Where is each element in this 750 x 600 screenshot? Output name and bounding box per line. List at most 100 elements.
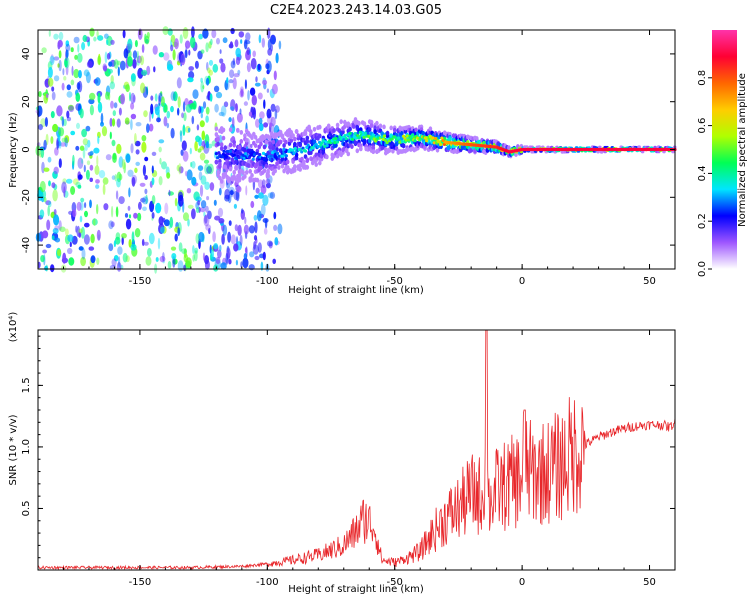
spectrogram-cell xyxy=(248,111,252,117)
spectrogram-cell xyxy=(223,101,229,108)
spectrogram-cell xyxy=(178,194,184,207)
spectrogram-cell xyxy=(130,102,135,110)
spectrogram-cell xyxy=(76,122,80,129)
spectrogram-cell xyxy=(271,145,276,151)
spectrogram-cell xyxy=(156,117,161,123)
spectrogram-ridge-cell xyxy=(227,156,231,160)
spectrogram-cell xyxy=(298,167,303,172)
spectrogram-cell xyxy=(230,27,235,35)
spectrogram-cell xyxy=(271,139,276,145)
spectrogram-cell xyxy=(127,38,133,51)
spectrogram-cell xyxy=(228,79,234,84)
spectrogram-ridge-cell xyxy=(400,140,404,144)
spectrogram-ridge-cell xyxy=(255,151,259,155)
spectrogram-cell xyxy=(50,136,54,145)
spectrogram-cell xyxy=(97,35,104,41)
spectrogram-cell xyxy=(159,255,166,263)
spectrogram-cell xyxy=(63,118,67,127)
spectrogram-cell xyxy=(250,58,257,70)
spectrogram-cell xyxy=(178,163,182,175)
spectrogram-ridge-cell xyxy=(222,149,226,153)
spectrogram-cell xyxy=(260,261,264,271)
spectrogram-cell xyxy=(102,177,109,185)
spectrogram-cell xyxy=(163,219,170,227)
spectrogram-cell xyxy=(97,55,102,66)
spectrogram-cell xyxy=(77,174,83,180)
spectrogram-cell xyxy=(229,190,234,196)
spectrogram-cell xyxy=(66,91,73,98)
spectrogram-cell xyxy=(206,196,210,201)
spectrogram-cell xyxy=(226,77,229,84)
spectrogram-cell xyxy=(255,161,260,167)
spectrogram-cell xyxy=(84,222,90,228)
spectrogram-cell xyxy=(66,178,73,184)
spectrogram-cell xyxy=(190,36,196,49)
spectrogram-cell xyxy=(179,130,183,143)
spectrogram-cell xyxy=(209,93,213,102)
spectrogram-cell xyxy=(81,248,86,260)
spectrogram-cell xyxy=(110,75,114,84)
spectrogram-cell xyxy=(116,60,121,66)
spectrogram-ridge-cell xyxy=(244,152,248,156)
spectrogram-cell xyxy=(139,182,146,187)
spectrogram-cell xyxy=(238,31,245,38)
spectrogram-cell xyxy=(51,235,55,240)
spectrogram-cell xyxy=(90,255,96,264)
spectrogram-cell xyxy=(220,262,227,270)
spectrogram-cell xyxy=(346,121,351,127)
spectrogram-cell xyxy=(294,129,299,135)
spectrogram-cell xyxy=(367,127,372,132)
spectrogram-cell xyxy=(346,151,351,157)
spectrogram-cell xyxy=(212,231,216,243)
spectrogram-cell xyxy=(57,249,62,257)
spectrogram-cell xyxy=(53,75,60,82)
spectrogram-cell xyxy=(259,141,263,147)
spectrogram-cell xyxy=(270,116,276,127)
spectrogram-ridge-cell xyxy=(405,134,410,138)
spectrogram-cell xyxy=(205,141,209,149)
spectrogram-ridge-cell xyxy=(321,139,325,143)
spectrogram-cell xyxy=(325,154,329,160)
spectrogram-cell xyxy=(47,205,50,217)
spectrogram-cell xyxy=(191,115,195,125)
spectrogram-cell xyxy=(75,103,82,111)
spectrogram-cell xyxy=(305,158,310,164)
spectrogram-cell xyxy=(205,115,209,123)
spectrogram-cell xyxy=(248,225,255,234)
spectrogram-cell xyxy=(42,249,47,254)
spectrogram-cell xyxy=(145,256,152,266)
spectrogram-cell xyxy=(183,112,187,122)
spectrogram-cell xyxy=(47,66,53,79)
spectrogram-cell xyxy=(268,241,273,249)
spectrogram-cell xyxy=(86,60,93,68)
spectrogram-cell xyxy=(250,200,255,209)
spectrogram-cell xyxy=(63,186,66,198)
spectrogram-cell xyxy=(76,201,82,211)
spectrogram-cell xyxy=(371,145,376,151)
spectrogram-cell xyxy=(389,125,394,131)
spectrogram-cell xyxy=(228,142,233,148)
spectrogram-cell xyxy=(59,226,66,233)
spectrogram-cell xyxy=(204,255,209,265)
spectrogram-cell xyxy=(131,174,138,185)
spectrogram-cell xyxy=(267,39,272,50)
spectrogram-cell xyxy=(326,124,331,130)
spectrogram-cell xyxy=(227,231,232,243)
spectrogram-cell xyxy=(151,165,154,174)
spectrogram-cell xyxy=(202,28,209,39)
spectrogram-cell xyxy=(235,56,241,66)
spectrogram-cell xyxy=(73,36,80,44)
colorbar-ticks: 0.0 0.2 0.4 0.6 0.8 xyxy=(697,70,712,277)
spectrogram-cell xyxy=(148,123,154,132)
spectrogram-cell xyxy=(199,152,206,161)
spectrogram-cell xyxy=(172,49,176,61)
spectrogram-cell xyxy=(246,163,251,168)
spectrogram-cell xyxy=(280,157,285,162)
spectrogram-cell xyxy=(237,224,242,236)
spectrogram-cell xyxy=(79,145,85,151)
spectrogram-cell xyxy=(75,145,80,151)
spectrogram-cell xyxy=(263,122,269,128)
spectrogram-cell xyxy=(293,167,297,173)
spectrogram-cell xyxy=(272,258,277,264)
spectrogram-cell xyxy=(134,140,141,147)
